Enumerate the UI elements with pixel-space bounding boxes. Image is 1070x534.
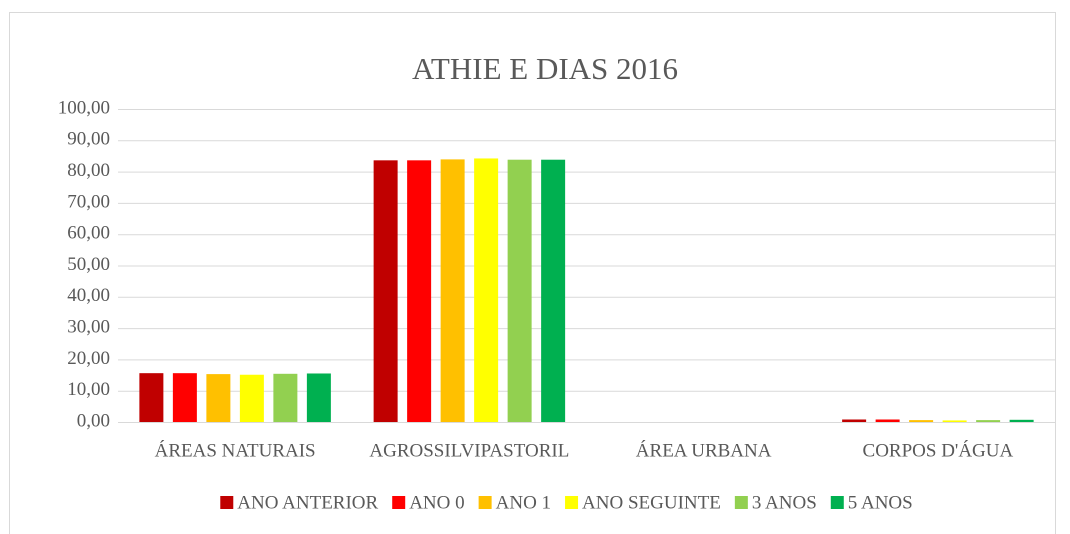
y-tick-label: 60,00 [67,223,110,244]
x-tick-label: ÁREA URBANA [636,439,772,461]
bar [942,420,967,422]
bar [407,160,432,422]
legend-swatch [220,496,234,509]
bar [1009,419,1034,422]
bar [909,420,934,422]
y-tick-label: 40,00 [67,285,110,306]
legend-swatch [565,496,579,509]
legend-swatch [830,496,844,509]
bar [474,158,499,423]
legend-label: ANO 0 [409,492,464,513]
y-tick-label: 80,00 [67,160,110,181]
legend-label: ANO 1 [496,492,551,513]
bar [875,419,900,422]
bar [541,159,566,422]
legend-swatch [734,496,748,509]
y-tick-label: 20,00 [67,348,110,369]
bar [842,419,867,422]
bar [976,420,1001,422]
x-tick-label: CORPOS D'ÁGUA [863,439,1014,461]
x-tick-label: AGROSSILVIPASTORIL [369,440,569,461]
chart-title: ATHIE E DIAS 2016 [412,51,678,86]
bar [206,374,231,422]
y-tick-label: 30,00 [67,316,110,337]
x-tick-label: ÁREAS NATURAIS [155,439,316,461]
y-tick-label: 50,00 [67,254,110,275]
y-tick-label: 10,00 [67,379,110,400]
bar [172,373,197,422]
bar [507,159,532,422]
y-tick-label: 90,00 [67,129,110,150]
legend-swatch [392,496,406,509]
bar [239,374,264,422]
legend-label: 3 ANOS [752,492,817,513]
bar [139,373,164,422]
legend-swatch [478,496,492,509]
legend-label: ANO ANTERIOR [237,492,378,513]
legend-label: ANO SEGUINTE [582,492,721,513]
bar [440,159,465,422]
y-tick-label: 100,00 [58,97,110,118]
bar [306,373,331,422]
y-tick-label: 70,00 [67,191,110,212]
legend-label: 5 ANOS [848,492,913,513]
chart-frame [9,12,1056,534]
y-tick-label: 0,00 [77,410,110,431]
bar [273,373,298,422]
bar [373,160,398,422]
